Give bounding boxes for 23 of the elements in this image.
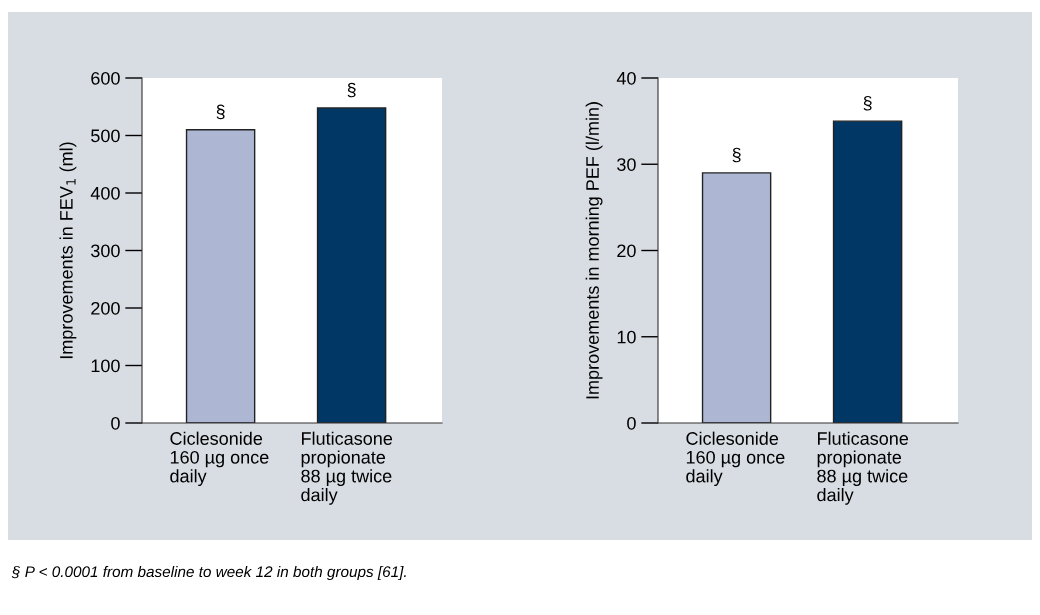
x-tick-label: Ciclesonide 160 µg once daily: [686, 431, 785, 487]
y-tick-label: 200: [91, 301, 120, 315]
y-tick-label: 10: [617, 330, 636, 344]
y-tick-label: 400: [90, 186, 120, 200]
y-tick-label: 0: [627, 416, 636, 430]
data-label: §: [732, 147, 741, 163]
y-tick-label: 40: [616, 71, 636, 85]
y-tick-label: 500: [91, 129, 120, 143]
data-label: §: [216, 104, 225, 120]
text: § P < 0.0001 from baseline to week 12 in both groups [61].: [11, 565, 406, 581]
data-label: §: [863, 95, 872, 111]
y-axis-title: Improvements in FEV$_{1}$ (ml): [59, 142, 77, 359]
y-axis-title: Improvements in morning PEF (l/min): [585, 102, 603, 399]
y-tick-label: 20: [617, 244, 636, 258]
x-tick-label: Ciclesonide 160 µg once daily: [170, 431, 269, 487]
y-tick-label: 100: [91, 359, 120, 373]
x-tick-label: Fluticasone propionate 88 µg twice daily: [817, 431, 909, 505]
y-tick-label: 30: [617, 158, 636, 171]
y-tick-label: 0: [111, 416, 120, 430]
y-tick-label: 300: [91, 244, 120, 258]
x-tick-label: Fluticasone propionate 88 µg twice daily: [301, 431, 393, 505]
data-label: §: [347, 82, 356, 98]
y-tick-label: 600: [91, 71, 120, 85]
